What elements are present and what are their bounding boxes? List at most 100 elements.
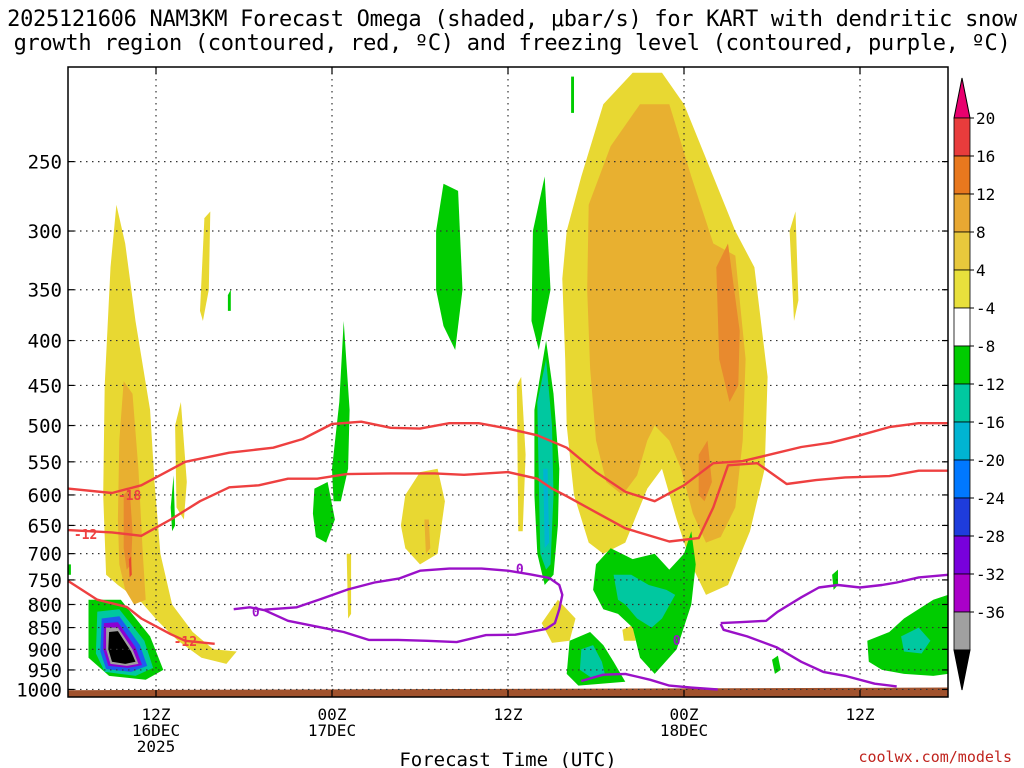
freezing-contour-line — [719, 623, 897, 688]
omega-region-orange — [698, 440, 712, 502]
colorbar-label: -24 — [976, 489, 1005, 508]
omega-region-teal — [579, 645, 605, 678]
omega-region-green — [436, 183, 463, 350]
grid-lines — [68, 67, 948, 697]
dgz-contour-label: -12 — [74, 528, 97, 543]
dgz-contours: -18 -12 -12 — [67, 420, 948, 650]
colorbar-segment — [953, 497, 971, 537]
x-tick-label: 12Z — [846, 705, 875, 724]
colorbar-label: -4 — [976, 299, 995, 318]
pressure-axis: 2503003504004505005506006507007508008509… — [16, 152, 948, 701]
colorbar-label: 4 — [976, 261, 986, 280]
freezing-contour-line — [720, 573, 949, 625]
x-tick-label: 12Z — [142, 705, 171, 724]
x-tick-label: 2025 — [137, 737, 176, 756]
y-tick-label: 450 — [28, 375, 62, 397]
colorbar-label: -20 — [976, 451, 1005, 470]
colorbar-segment — [953, 345, 971, 385]
colorbar-label: 16 — [976, 147, 995, 166]
x-tick-label: 18DEC — [660, 721, 708, 740]
colorbar-segment — [953, 459, 971, 499]
x-tick-label: 00Z — [318, 705, 347, 724]
freezing-contour-label: 0 — [673, 634, 681, 649]
colorbar-segment — [953, 649, 971, 691]
omega-region-teal — [537, 359, 554, 570]
omega-region-teal — [901, 627, 931, 654]
omega-region-green — [227, 289, 231, 311]
colorbar-segment — [953, 231, 971, 271]
colorbar-segment — [953, 155, 971, 195]
omega-region-red — [128, 556, 132, 578]
colorbar-label: -28 — [976, 527, 1005, 546]
omega-region-yellow — [202, 645, 224, 660]
dgz-contour-label: -18 — [118, 489, 142, 504]
colorbar-label: -36 — [976, 603, 1005, 622]
y-tick-label: 350 — [28, 280, 62, 302]
colorbar-label: -12 — [976, 375, 1005, 394]
omega-region-green — [170, 475, 176, 532]
omega-region-green — [332, 321, 350, 502]
colorbar-label: 8 — [976, 223, 986, 242]
omega-region-tan — [587, 104, 746, 543]
freezing-level-contours: 0 0 0 — [233, 563, 949, 691]
y-tick-label: 650 — [28, 515, 62, 537]
dgz-contour-line — [67, 462, 948, 543]
dgz-contour-label: -12 — [174, 635, 197, 650]
dgz-contour-line — [67, 579, 215, 645]
omega-region-yellow — [789, 211, 799, 321]
y-tick-label: 500 — [28, 416, 62, 438]
omega-region-orange — [716, 243, 740, 402]
omega-region-yellow — [750, 289, 759, 350]
omega-region-yellow — [200, 211, 211, 321]
chart-title-line2: growth region (contoured, red, ºC) and f… — [13, 31, 1011, 56]
watermark: coolwx.com/models — [858, 748, 1012, 766]
omega-region-yellow — [541, 599, 576, 643]
colorbar-segment — [953, 117, 971, 157]
omega-region-teal — [613, 574, 676, 628]
omega-region-yellow — [516, 376, 526, 532]
freezing-contour-label: 0 — [252, 606, 260, 621]
colorbar-segment — [953, 611, 971, 651]
colorbar-segment — [953, 421, 971, 461]
colorbar-label: -32 — [976, 565, 1005, 584]
x-tick-label: 17DEC — [308, 721, 356, 740]
omega-region-green — [772, 655, 781, 674]
colorbar-label: 12 — [976, 185, 995, 204]
omega-region-tan — [424, 519, 431, 554]
colorbar-segment — [953, 77, 971, 119]
freezing-contour-line — [233, 567, 564, 644]
omega-region-green — [571, 76, 574, 113]
x-tick-label: 00Z — [670, 705, 699, 724]
omega-region-yellow — [346, 553, 352, 619]
y-tick-label: 850 — [28, 618, 62, 640]
dgz-contour-line — [67, 420, 948, 503]
colorbar-segment — [953, 573, 971, 613]
x-tick-label: 16DEC — [132, 721, 180, 740]
omega-colorbar: 20 16 12 8 4 -4 -8 -12 -16 -20 -24 -28 -32 -36 — [953, 77, 1005, 691]
colorbar-segment — [953, 383, 971, 423]
omega-region-yellow — [622, 625, 636, 641]
freezing-contour-label: 0 — [516, 563, 524, 578]
y-tick-label: 700 — [28, 544, 62, 566]
omega-region-cyan — [543, 468, 550, 549]
omega-shading — [68, 72, 948, 693]
colorbar-label: -16 — [976, 413, 1005, 432]
colorbar-segment — [953, 535, 971, 575]
y-tick-label: 750 — [28, 570, 62, 592]
omega-region-black — [108, 631, 136, 664]
y-tick-label: 1000 — [16, 679, 62, 701]
omega-region-green — [531, 176, 551, 350]
omega-region-orange — [123, 488, 133, 570]
chart-title-line1: 2025121606 NAM3KM Forecast Omega (shaded… — [7, 7, 1017, 32]
colorbar-label: 20 — [976, 109, 995, 128]
y-tick-label: 950 — [28, 660, 62, 682]
colorbar-segment — [953, 269, 971, 309]
colorbar-segment — [953, 193, 971, 233]
y-tick-label: 400 — [28, 331, 62, 353]
x-axis-label: Forecast Time (UTC) — [399, 749, 616, 768]
y-tick-label: 900 — [28, 639, 62, 661]
x-tick-label: 12Z — [494, 705, 523, 724]
colorbar-label: -8 — [976, 337, 995, 356]
